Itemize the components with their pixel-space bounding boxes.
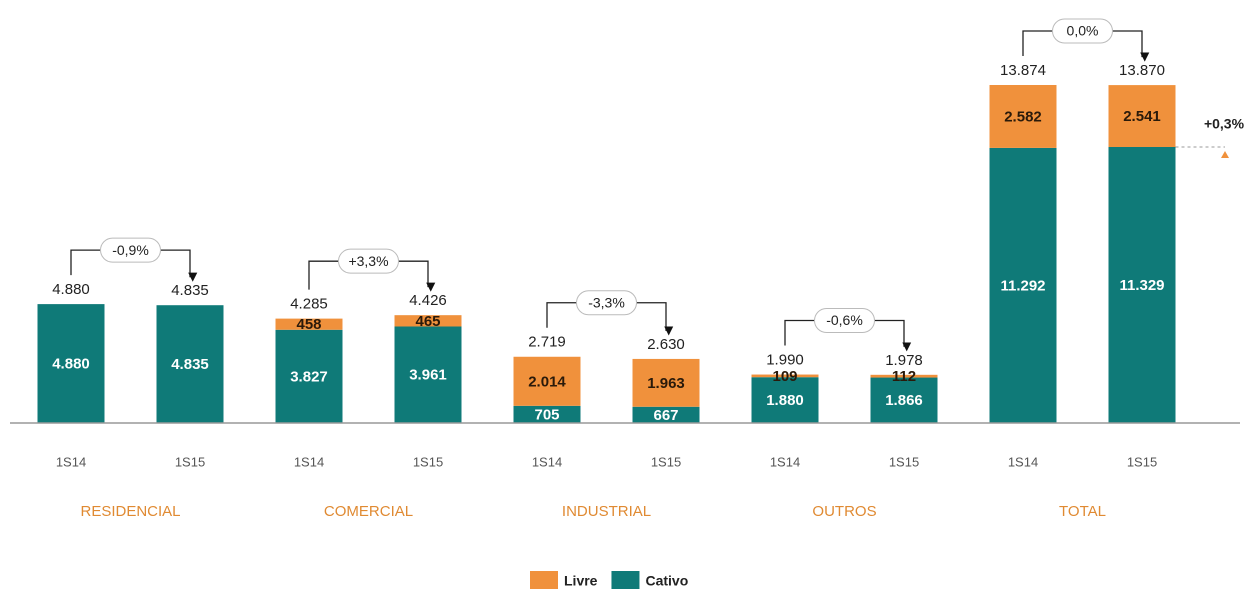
x-tick-label: 1S15	[175, 454, 205, 469]
bar-value-label: 11.292	[1000, 277, 1045, 294]
x-tick-label: 1S14	[294, 454, 324, 469]
change-pill	[338, 248, 399, 274]
bar-segment	[632, 358, 700, 407]
total-label: 2.630	[647, 336, 685, 353]
change-label: 0,0%	[1067, 23, 1099, 39]
change-label: -0,6%	[826, 312, 863, 328]
bar-value-label: 465	[415, 313, 440, 330]
x-tick-label: 1S14	[532, 454, 562, 469]
bar-value-label: 3.961	[409, 367, 447, 384]
change-label: -0,9%	[112, 242, 149, 258]
x-tick-label: 1S15	[413, 454, 443, 469]
bar-segment	[751, 374, 819, 378]
total-label: 2.719	[528, 334, 566, 351]
bar-segment	[751, 377, 819, 423]
bar-segment	[870, 377, 938, 423]
bar-value-label: 4.835	[171, 356, 209, 373]
bar-value-label: 109	[772, 368, 797, 385]
x-tick-label: 1S15	[651, 454, 681, 469]
total-label: 13.870	[1119, 62, 1165, 79]
legend-label: Cativo	[645, 573, 688, 589]
bar-segment	[1108, 147, 1176, 423]
bar-value-label: 4.880	[52, 356, 90, 373]
bar-value-label: 667	[653, 407, 678, 424]
total-label: 1.978	[885, 352, 923, 369]
bar-value-label: 11.329	[1119, 277, 1164, 294]
total-label: 4.285	[290, 296, 328, 313]
group-label: OUTROS	[812, 503, 876, 520]
legend-label: Livre	[564, 573, 598, 589]
bar-segment	[156, 305, 224, 423]
bar-value-label: 1.880	[766, 392, 804, 409]
total-label: 1.990	[766, 351, 804, 368]
total-label: 4.835	[171, 282, 209, 299]
bar-segment	[37, 304, 105, 423]
bar-segment	[632, 406, 700, 423]
bar-value-label: 3.827	[290, 368, 328, 385]
group-label: RESIDENCIAL	[80, 503, 180, 520]
bar-segment	[275, 329, 343, 423]
change-pill	[1052, 18, 1113, 44]
annotation-triangle	[1221, 151, 1229, 159]
bar-segment	[275, 318, 343, 330]
legend-swatch	[611, 571, 640, 589]
total-label: 4.880	[52, 281, 90, 298]
total-label: 4.426	[409, 292, 447, 309]
change-pill	[814, 308, 875, 334]
legend-swatch	[530, 571, 558, 589]
bar-segment	[989, 147, 1057, 423]
bar-value-label: 2.541	[1123, 108, 1161, 125]
group-label: COMERCIAL	[324, 503, 413, 520]
bar-value-label: 1.866	[885, 392, 923, 409]
change-pill	[576, 290, 637, 316]
change-label: -3,3%	[588, 294, 625, 310]
group-label: TOTAL	[1059, 503, 1106, 520]
x-tick-label: 1S14	[770, 454, 800, 469]
bar-segment	[513, 405, 581, 423]
annotation-label: +0,3%	[1204, 116, 1245, 132]
x-tick-label: 1S14	[1008, 454, 1038, 469]
bar-value-label: 705	[534, 406, 559, 423]
bar-segment	[989, 85, 1057, 148]
bar-value-label: 2.582	[1004, 108, 1042, 125]
x-tick-label: 1S14	[56, 454, 86, 469]
group-label: INDUSTRIAL	[562, 503, 651, 520]
bar-value-label: 112	[892, 368, 916, 385]
bar-segment	[870, 374, 938, 378]
bar-segment	[394, 326, 462, 423]
bar-value-label: 1.963	[647, 375, 685, 392]
x-tick-label: 1S15	[889, 454, 919, 469]
total-label: 13.874	[1000, 62, 1046, 79]
change-pill	[100, 237, 161, 263]
bar-value-label: 2.014	[528, 373, 566, 390]
bar-value-label: 458	[296, 316, 321, 333]
bar-segment	[1108, 85, 1176, 148]
change-label: +3,3%	[348, 253, 388, 269]
x-tick-label: 1S15	[1127, 454, 1157, 469]
bar-segment	[394, 315, 462, 327]
bar-segment	[513, 356, 581, 406]
